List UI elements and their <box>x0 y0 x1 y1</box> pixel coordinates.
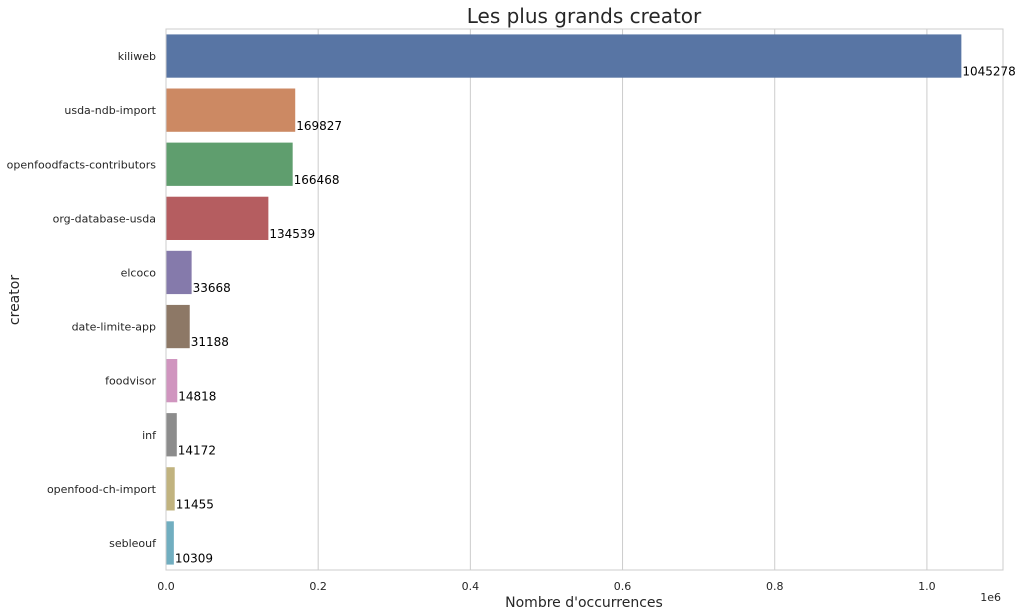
data-label: 10309 <box>175 552 213 566</box>
y-tick-label: kiliweb <box>118 50 156 63</box>
bar <box>166 304 190 349</box>
data-label: 31188 <box>191 335 229 349</box>
y-tick-label: elcoco <box>121 266 157 279</box>
plot-frame <box>165 28 1004 571</box>
y-tick-label: sebleouf <box>109 537 157 550</box>
x-axis-label: Nombre d'occurrences <box>505 595 663 611</box>
bar <box>166 521 174 565</box>
bar <box>166 142 293 186</box>
y-tick-label: openfood-ch-import <box>47 483 157 496</box>
data-label: 1045278 <box>962 65 1015 79</box>
y-tick-label: inf <box>142 429 157 442</box>
y-tick-label: openfoodfacts-contributors <box>7 158 157 171</box>
bar <box>166 250 192 295</box>
data-label: 33668 <box>193 281 231 295</box>
data-labels: 1045278 169827 166468 134539 33668 31188 14818… <box>175 65 1016 566</box>
x-tick-label: 0.6 <box>614 580 632 593</box>
bar <box>166 359 178 403</box>
bar <box>166 413 177 457</box>
y-tick-label: usda-ndb-import <box>64 104 156 117</box>
x-tick-label: 0.4 <box>462 580 480 593</box>
y-axis-label: creator <box>7 275 23 325</box>
x-offset-label: 1e6 <box>980 591 1001 604</box>
chart-title: Les plus grands creator <box>467 4 702 28</box>
x-tick-label: 0.2 <box>309 580 327 593</box>
data-label: 14172 <box>178 443 216 457</box>
y-tick-label: date-limite-app <box>72 321 156 334</box>
data-label: 169827 <box>296 119 342 133</box>
data-label: 11455 <box>176 497 214 511</box>
bar <box>166 34 962 78</box>
bars <box>166 34 962 565</box>
x-tick-label: 0.8 <box>766 580 784 593</box>
y-tick-label: org-database-usda <box>53 212 156 225</box>
bar <box>166 196 269 240</box>
y-tick-label: foodvisor <box>105 375 156 388</box>
y-tick-labels: kiliweb usda-ndb-import openfoodfacts-cont… <box>7 50 157 550</box>
data-label: 166468 <box>294 173 340 187</box>
bar <box>166 467 175 511</box>
data-label: 14818 <box>178 389 216 403</box>
x-tick-label: 0.0 <box>157 580 175 593</box>
bar <box>166 88 296 132</box>
data-label: 134539 <box>269 227 315 241</box>
x-tick-labels: 0.0 0.2 0.4 0.6 0.8 1.0 <box>157 580 935 593</box>
x-tick-label: 1.0 <box>918 580 936 593</box>
